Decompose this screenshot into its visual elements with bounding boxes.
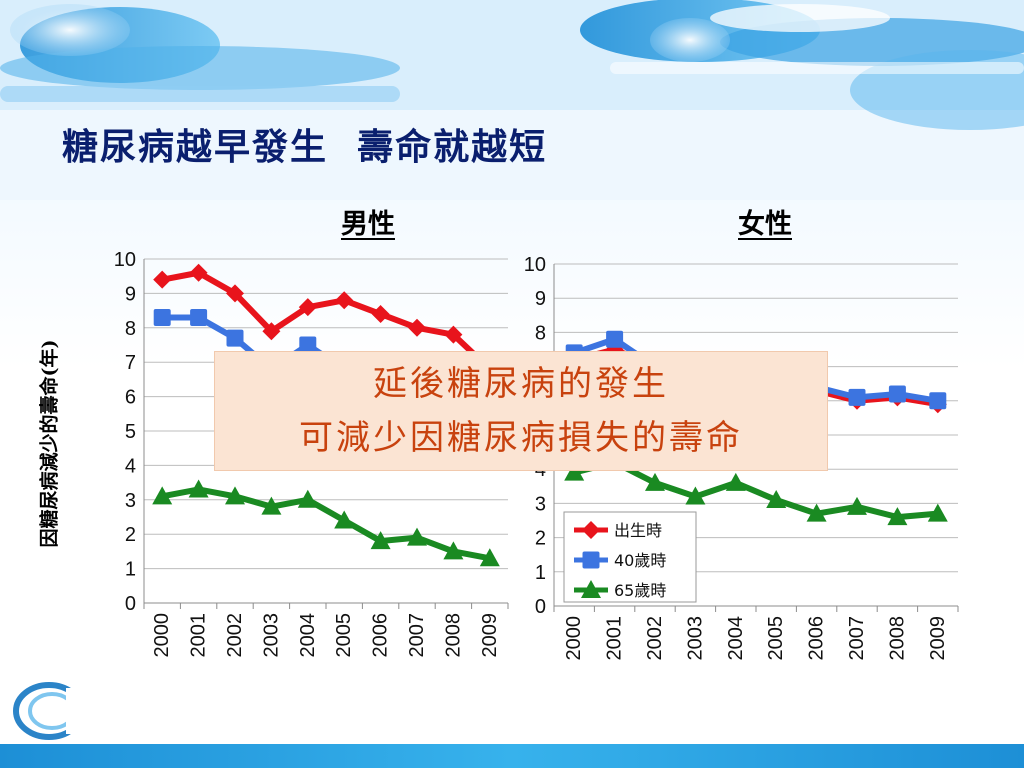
legend-entry: 40歲時: [614, 551, 666, 570]
female-series-2-point: [645, 472, 665, 491]
y-tick-label: 3: [535, 493, 546, 515]
x-tick-label: 2002: [224, 613, 246, 658]
female-series-2-point: [766, 489, 787, 508]
male-series-0-point: [226, 284, 244, 303]
x-tick-label: 2007: [846, 616, 868, 661]
male-series-2-point: [407, 527, 427, 546]
y-tick-label: 0: [535, 596, 546, 618]
male-series-2-point: [261, 496, 282, 515]
y-tick-label: 9: [125, 283, 136, 305]
callout-line-2: 可減少因糖尿病損失的壽命: [299, 418, 743, 458]
male-series-2-point: [152, 486, 173, 505]
legend-swatch-marker: [582, 551, 600, 569]
x-tick-label: 2009: [479, 613, 501, 658]
company-logo: [13, 682, 86, 740]
x-tick-label: 2007: [406, 613, 428, 658]
x-tick-label: 2006: [370, 613, 392, 658]
male-series-0-point: [408, 318, 426, 337]
female-series-2-point: [847, 496, 867, 515]
y-tick-label: 7: [125, 352, 136, 374]
footer-bar: [0, 744, 1024, 768]
female-series-2-point: [806, 503, 827, 522]
legend-swatch-marker: [581, 580, 601, 598]
female-series-2-point: [725, 472, 746, 491]
y-tick-label: 4: [125, 455, 136, 477]
legend-swatch-marker: [582, 521, 600, 539]
female-series-2-point: [564, 462, 585, 481]
y-tick-label: 1: [125, 559, 136, 581]
male-series-0-point: [335, 291, 354, 310]
y-tick-label: 10: [524, 254, 546, 276]
y-tick-label: 3: [125, 490, 136, 512]
y-tick-label: 8: [535, 322, 546, 344]
male-series-2-point: [188, 479, 209, 498]
male-series-0-point: [298, 298, 317, 317]
y-tick-label: 2: [125, 524, 136, 546]
female-series-1-point: [929, 392, 947, 410]
x-tick-label: 2005: [765, 616, 787, 661]
y-tick-label: 2: [535, 528, 546, 550]
female-series-1-point: [606, 330, 624, 348]
y-tick-label: 8: [125, 318, 136, 340]
male-series-2-line: [159, 486, 493, 562]
y-tick-label: 0: [125, 593, 136, 615]
male-series-0-point: [371, 305, 390, 324]
male-chart-title: 男性: [341, 209, 395, 240]
male-series-2-point: [479, 548, 500, 567]
callout-box: 延後糖尿病的發生 可減少因糖尿病損失的壽命: [214, 351, 828, 471]
male-series-2-point: [297, 489, 318, 508]
x-tick-label: 2000: [563, 616, 585, 661]
legend-entry: 65歲時: [614, 581, 666, 600]
male-series-1-point: [226, 329, 244, 347]
female-series-2-line: [571, 459, 941, 521]
male-series-0-point: [153, 270, 172, 289]
female-series-1-point: [848, 388, 866, 406]
male-series-2-point: [225, 486, 245, 505]
x-tick-label: 2002: [644, 616, 666, 661]
y-tick-label: 5: [125, 421, 136, 443]
male-series-2-point: [370, 531, 391, 550]
male-series-1-point: [153, 308, 171, 326]
male-series-2-point: [334, 510, 355, 529]
female-series-2-point: [685, 486, 706, 505]
x-tick-label: 2003: [684, 616, 706, 661]
x-tick-label: 2004: [725, 616, 747, 661]
male-series-0-point: [189, 263, 208, 282]
x-tick-label: 2009: [927, 616, 949, 661]
female-series-2-point: [887, 507, 908, 526]
x-tick-label: 2001: [604, 616, 626, 661]
male-series-1-point: [299, 336, 317, 354]
x-tick-label: 2001: [188, 613, 210, 658]
x-tick-label: 2004: [297, 613, 319, 658]
y-tick-label: 9: [535, 288, 546, 310]
female-series-2-point: [927, 503, 948, 522]
x-tick-label: 2008: [442, 613, 464, 658]
legend-entry: 出生時: [614, 521, 662, 540]
male-series-0-point: [444, 325, 463, 344]
x-tick-label: 2000: [151, 613, 173, 658]
male-series-0-point: [262, 322, 281, 341]
male-series-0-line: [159, 269, 493, 373]
male-series-2-point: [443, 541, 464, 560]
x-tick-label: 2005: [333, 613, 355, 658]
x-tick-label: 2006: [806, 616, 828, 661]
female-series-1-point: [888, 385, 906, 403]
female-chart-title: 女性: [738, 209, 792, 240]
y-axis-label: 因糖尿病減少的壽命(年): [38, 339, 61, 548]
y-tick-label: 10: [114, 249, 136, 271]
header-decoration: [0, 0, 1024, 200]
x-tick-label: 2003: [260, 613, 282, 658]
y-tick-label: 6: [125, 387, 136, 409]
callout-line-1: 延後糖尿病的發生: [373, 364, 669, 404]
x-tick-label: 2008: [886, 616, 908, 661]
male-series-1-point: [190, 308, 208, 326]
y-tick-label: 1: [535, 562, 546, 584]
slide-title: 糖尿病越早發生 壽命就越短: [62, 126, 548, 168]
